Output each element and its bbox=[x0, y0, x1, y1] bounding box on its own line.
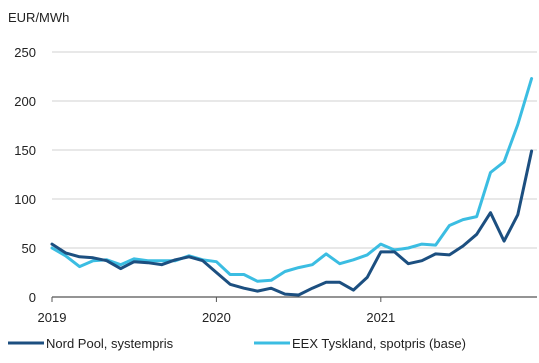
x-tick-label: 2020 bbox=[202, 310, 231, 325]
series-line-0 bbox=[50, 149, 534, 297]
y-tick-label: 50 bbox=[22, 241, 36, 256]
y-tick-label: 0 bbox=[29, 290, 36, 305]
y-tick-label: 100 bbox=[14, 192, 36, 207]
legend-label: Nord Pool, systempris bbox=[46, 336, 174, 351]
y-tick-label: 200 bbox=[14, 94, 36, 109]
legend: Nord Pool, systempris EEX Tyskland, spotp… bbox=[8, 336, 466, 351]
y-axis-ticks: 0 50 100 150 200 250 bbox=[14, 45, 36, 305]
y-axis-unit-label: EUR/MWh bbox=[8, 10, 69, 25]
series-lines bbox=[50, 77, 534, 297]
y-tick-label: 250 bbox=[14, 45, 36, 60]
legend-label: EEX Tyskland, spotpris (base) bbox=[292, 336, 466, 351]
series-line-1 bbox=[50, 77, 534, 283]
x-axis-ticks: 2019 2020 2021 bbox=[38, 297, 395, 325]
x-tick-label: 2019 bbox=[38, 310, 67, 325]
y-tick-label: 150 bbox=[14, 143, 36, 158]
grid-lines bbox=[52, 51, 537, 298]
x-tick-label: 2021 bbox=[366, 310, 395, 325]
